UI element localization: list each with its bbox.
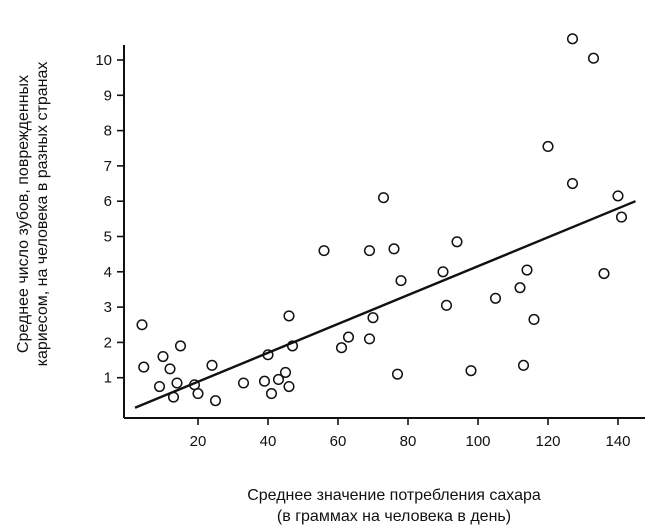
- data-point: [465, 365, 477, 377]
- x-tick-label: 80: [400, 433, 417, 450]
- trend-line: [134, 200, 636, 409]
- x-tick-label: 100: [465, 433, 490, 450]
- data-point: [566, 178, 579, 190]
- y-axis-title-line-1: Среднее число зубов, поврежденных: [15, 75, 32, 353]
- plot-area: 1 2 3 4 5 6 7 8 9 10 20 40 60 80 100 120 140: [95, 33, 645, 450]
- data-point: [514, 282, 526, 294]
- y-tick-label: 4: [104, 264, 112, 281]
- y-axis-title-line-2: кариесом, на человека в разных странах: [34, 62, 51, 367]
- data-point: [286, 340, 299, 352]
- data-point: [138, 361, 150, 373]
- x-axis-title: Среднее значение потребления сахара (в г…: [247, 487, 541, 525]
- y-axis-title: Среднее число зубов, поврежденных кариес…: [15, 62, 51, 367]
- data-point: [517, 359, 530, 371]
- data-point: [237, 377, 250, 389]
- y-tick-label: 5: [104, 229, 112, 246]
- data-point: [528, 313, 540, 326]
- data-point: [209, 395, 222, 407]
- data-point: [262, 349, 274, 361]
- y-tick-label: 1: [104, 370, 112, 387]
- data-point: [587, 52, 600, 64]
- data-point: [566, 33, 579, 45]
- y-tick-label: 3: [104, 299, 112, 316]
- data-point: [615, 211, 628, 223]
- x-tick-label: 140: [605, 433, 630, 450]
- data-point: [272, 373, 285, 386]
- data-point: [318, 245, 330, 257]
- x-tick-label: 60: [330, 433, 347, 450]
- y-tick-label: 10: [95, 52, 112, 69]
- data-point: [391, 368, 404, 380]
- data-point: [521, 264, 533, 276]
- y-tick-label: 2: [104, 334, 112, 351]
- y-tick-label: 7: [104, 158, 112, 175]
- x-tick-label: 40: [260, 433, 277, 450]
- x-axis-title-line-1: Среднее значение потребления сахара: [247, 487, 541, 504]
- data-point: [174, 340, 187, 352]
- data-point: [157, 350, 169, 363]
- data-point: [612, 190, 624, 202]
- data-point: [153, 380, 166, 393]
- data-point: [342, 331, 355, 343]
- data-point: [279, 366, 292, 378]
- data-point: [377, 192, 390, 204]
- data-point: [171, 377, 183, 389]
- x-tick-label: 20: [190, 433, 207, 450]
- data-point: [164, 363, 176, 375]
- data-point: [367, 312, 379, 324]
- y-tick-label: 9: [104, 87, 112, 104]
- data-point: [192, 388, 204, 400]
- data-point: [440, 299, 453, 311]
- data-point: [283, 310, 295, 322]
- data-point: [451, 236, 463, 248]
- data-point: [598, 268, 610, 280]
- data-point: [388, 243, 400, 255]
- y-tick-label: 8: [104, 123, 112, 140]
- data-point: [542, 140, 554, 153]
- data-point: [335, 342, 348, 354]
- data-point: [206, 359, 218, 371]
- data-point: [437, 266, 449, 278]
- data-point: [283, 380, 295, 393]
- x-tick-label: 120: [535, 433, 560, 450]
- data-point: [489, 292, 502, 304]
- data-point: [395, 275, 407, 287]
- data-point: [167, 391, 180, 403]
- data-point: [363, 245, 376, 257]
- x-axis-title-line-2: (в граммах на человека в день): [277, 508, 511, 525]
- data-point: [265, 388, 278, 400]
- y-tick-label: 6: [104, 193, 112, 210]
- data-point: [136, 319, 148, 331]
- data-point: [258, 375, 271, 387]
- data-point: [363, 333, 376, 345]
